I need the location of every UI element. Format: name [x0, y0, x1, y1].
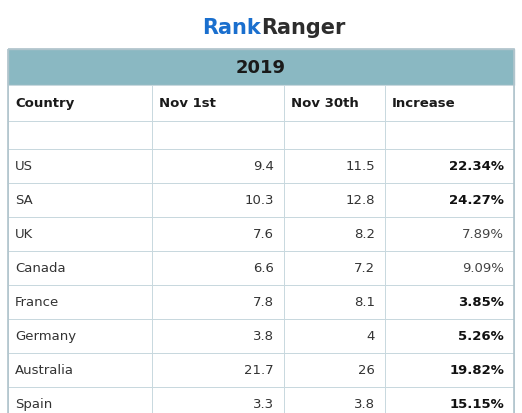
- Text: UK: UK: [15, 228, 33, 241]
- Bar: [8, 50, 514, 413]
- Bar: [8, 285, 514, 319]
- Bar: [8, 50, 514, 86]
- Bar: [8, 252, 514, 285]
- Text: 26: 26: [358, 363, 375, 377]
- Text: France: France: [15, 296, 60, 309]
- Bar: [8, 86, 514, 122]
- Text: 6.6: 6.6: [253, 262, 274, 275]
- Text: Germany: Germany: [15, 330, 76, 343]
- Text: Nov 30th: Nov 30th: [291, 97, 359, 110]
- Text: 3.85%: 3.85%: [458, 296, 504, 309]
- Text: 7.8: 7.8: [253, 296, 274, 309]
- Text: 21.7: 21.7: [244, 363, 274, 377]
- Text: 7.2: 7.2: [354, 262, 375, 275]
- Text: Country: Country: [15, 97, 74, 110]
- Text: 2019: 2019: [236, 59, 286, 77]
- Text: 8.2: 8.2: [354, 228, 375, 241]
- Text: 3.8: 3.8: [354, 398, 375, 411]
- Text: 12.8: 12.8: [346, 194, 375, 207]
- Text: 9.4: 9.4: [253, 160, 274, 173]
- Text: Increase: Increase: [392, 97, 456, 110]
- Bar: [8, 150, 514, 183]
- Bar: [8, 353, 514, 387]
- Text: 4: 4: [366, 330, 375, 343]
- Bar: [8, 218, 514, 252]
- Text: 8.1: 8.1: [354, 296, 375, 309]
- Text: 5.26%: 5.26%: [458, 330, 504, 343]
- Text: 7.6: 7.6: [253, 228, 274, 241]
- Text: 9.09%: 9.09%: [462, 262, 504, 275]
- Bar: [8, 183, 514, 218]
- Text: Nov 1st: Nov 1st: [159, 97, 216, 110]
- Text: 11.5: 11.5: [346, 160, 375, 173]
- Text: 24.27%: 24.27%: [449, 194, 504, 207]
- Text: 3.8: 3.8: [253, 330, 274, 343]
- Text: 7.89%: 7.89%: [462, 228, 504, 241]
- Text: 3.3: 3.3: [253, 398, 274, 411]
- Bar: [8, 387, 514, 413]
- Text: SA: SA: [15, 194, 33, 207]
- Text: Ranger: Ranger: [261, 18, 346, 38]
- Bar: [8, 122, 514, 150]
- Text: US: US: [15, 160, 33, 173]
- Text: Australia: Australia: [15, 363, 74, 377]
- Text: 15.15%: 15.15%: [449, 398, 504, 411]
- Bar: [8, 319, 514, 353]
- Text: Canada: Canada: [15, 262, 66, 275]
- Text: Spain: Spain: [15, 398, 52, 411]
- Text: 10.3: 10.3: [244, 194, 274, 207]
- Text: Rank: Rank: [202, 18, 261, 38]
- Text: 19.82%: 19.82%: [449, 363, 504, 377]
- Text: 22.34%: 22.34%: [449, 160, 504, 173]
